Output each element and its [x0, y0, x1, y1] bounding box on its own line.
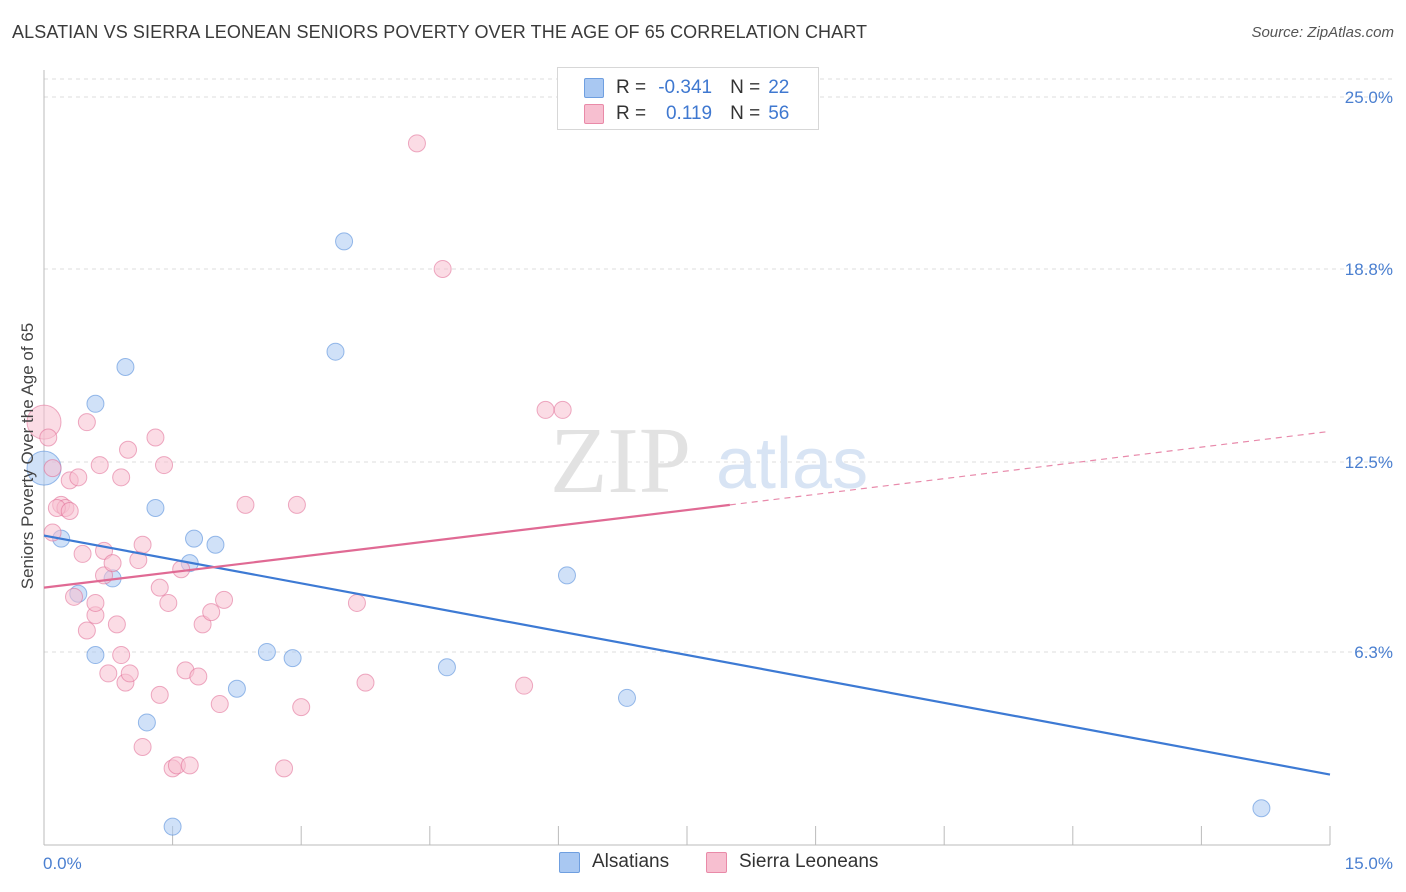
point-sierra-leoneans: [133, 737, 152, 756]
point-sierra-leoneans: [120, 664, 139, 683]
point-alsatians: [137, 713, 156, 732]
point-sierra-leoneans: [99, 664, 118, 683]
point-alsatians: [86, 394, 105, 413]
point-sierra-leoneans: [150, 578, 169, 597]
correlation-legend: R = -0.341 N = 22 R = 0.119 N = 56: [557, 67, 819, 130]
legend-swatch-alsatians: [584, 78, 604, 98]
bottom-legend-alsatians: Alsatians: [559, 851, 669, 873]
legend-r-value: 0.119: [665, 103, 713, 124]
trend-lines: [43, 430, 1331, 776]
x-tick-label: 15.0%: [1345, 854, 1393, 873]
point-alsatians: [617, 688, 636, 707]
point-alsatians: [1252, 799, 1271, 818]
bottom-legend-sierra-leoneans: Sierra Leoneans: [706, 851, 878, 873]
point-sierra-leoneans: [107, 615, 126, 634]
x-tick-label: 0.0%: [43, 854, 82, 873]
trend-line-alsatians: [43, 534, 1331, 776]
point-alsatians: [146, 498, 165, 517]
bottom-legend-label-alsatians: Alsatians: [592, 851, 670, 872]
point-sierra-leoneans: [202, 603, 221, 622]
point-sierra-leoneans: [103, 554, 122, 573]
point-sierra-leoneans: [553, 400, 572, 419]
y-tick-label: 6.3%: [1354, 643, 1393, 662]
point-alsatians: [437, 658, 456, 677]
legend-row-sierra-leoneans: R = 0.119 N = 56: [584, 102, 789, 126]
point-sierra-leoneans: [210, 695, 229, 714]
point-sierra-leoneans: [65, 587, 84, 606]
point-sierra-leoneans: [112, 646, 131, 665]
point-sierra-leoneans: [155, 456, 174, 475]
point-alsatians: [335, 232, 354, 251]
legend-n-label: N =: [730, 103, 761, 124]
source-label: Source: ZipAtlas.com: [1251, 24, 1394, 41]
legend-n-label: N =: [730, 77, 761, 98]
bottom-legend-swatch-alsatians: [559, 851, 580, 873]
point-alsatians: [283, 649, 302, 668]
legend-r-label: R =: [616, 103, 647, 124]
point-sierra-leoneans: [189, 667, 208, 686]
watermark-zip: ZIP: [550, 409, 691, 513]
chart-title: ALSATIAN VS SIERRA LEONEAN SENIORS POVER…: [12, 22, 868, 42]
point-sierra-leoneans: [356, 673, 375, 692]
point-sierra-leoneans: [172, 560, 191, 579]
legend-row-alsatians: R = -0.341 N = 22: [584, 76, 789, 100]
point-sierra-leoneans: [90, 456, 109, 475]
point-sierra-leoneans: [536, 400, 555, 419]
point-sierra-leoneans: [146, 428, 165, 447]
point-sierra-leoneans: [347, 593, 366, 612]
point-alsatians: [257, 642, 276, 661]
point-alsatians: [227, 679, 246, 698]
point-sierra-leoneans: [515, 676, 534, 695]
y-tick-label: 18.8%: [1345, 260, 1393, 279]
y-tick-label: 25.0%: [1345, 88, 1393, 107]
point-alsatians: [557, 566, 576, 585]
point-alsatians: [86, 646, 105, 665]
point-sierra-leoneans: [60, 502, 79, 521]
point-alsatians: [326, 342, 345, 361]
grid-lines: [44, 78, 1395, 653]
point-alsatians: [163, 817, 182, 836]
point-sierra-leoneans: [69, 468, 88, 487]
watermark-atlas: atlas: [716, 424, 868, 504]
legend-r-label: R =: [616, 77, 647, 98]
point-sierra-leoneans: [292, 698, 311, 717]
point-sierra-leoneans: [119, 440, 138, 459]
point-sierra-leoneans: [193, 615, 212, 634]
point-sierra-leoneans: [180, 756, 199, 775]
y-axis-title: Seniors Poverty Over the Age of 65: [18, 323, 37, 589]
y-tick-label: 12.5%: [1345, 453, 1393, 472]
legend-n-value: 56: [768, 103, 790, 124]
legend-n-value: 22: [768, 77, 790, 98]
point-sierra-leoneans: [86, 593, 105, 612]
point-sierra-leoneans: [77, 413, 96, 432]
bottom-legend-swatch-sierra-leoneans: [706, 851, 727, 873]
trend-line-sierra-leoneans: [43, 503, 730, 589]
point-alsatians: [116, 358, 135, 377]
point-sierra-leoneans: [159, 593, 178, 612]
trend-line-sierra-leoneans-projection: [729, 430, 1331, 506]
point-sierra-leoneans: [215, 590, 234, 609]
point-sierra-leoneans: [39, 428, 58, 447]
point-sierra-leoneans: [275, 759, 294, 778]
point-sierra-leoneans: [433, 259, 452, 278]
legend-swatch-sierra-leoneans: [584, 104, 604, 124]
point-sierra-leoneans: [150, 685, 169, 704]
point-sierra-leoneans: [236, 495, 255, 514]
point-sierra-leoneans: [287, 495, 306, 514]
point-sierra-leoneans: [43, 459, 62, 478]
point-sierra-leoneans: [77, 621, 96, 640]
point-sierra-leoneans: [112, 468, 131, 487]
point-sierra-leoneans: [407, 134, 426, 153]
point-sierra-leoneans: [73, 544, 92, 563]
watermark: ZIP atlas: [550, 409, 868, 513]
legend-r-value: -0.341: [658, 77, 713, 98]
point-alsatians: [185, 529, 204, 548]
bottom-legend-label-sierra-leoneans: Sierra Leoneans: [739, 851, 879, 872]
tick-labels: 6.3% 12.5% 18.8% 25.0% 0.0% 15.0%: [43, 88, 1393, 873]
point-sierra-leoneans: [133, 535, 152, 554]
point-alsatians: [206, 535, 225, 554]
axes: [43, 70, 1331, 846]
